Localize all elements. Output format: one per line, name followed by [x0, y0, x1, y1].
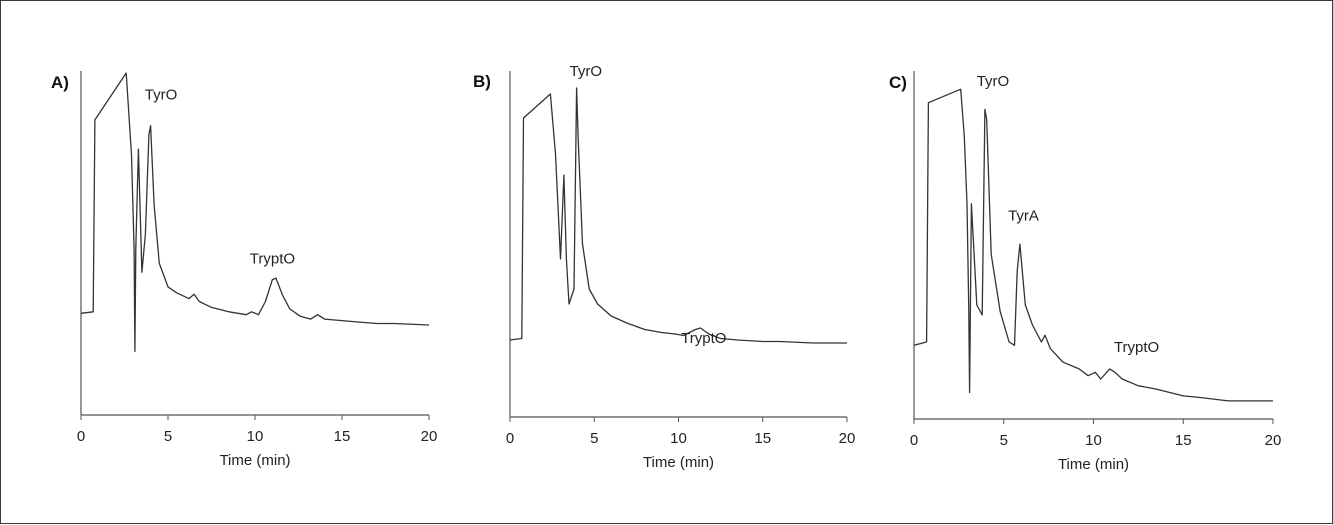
x-tick-label: 5	[1000, 432, 1008, 449]
peak-label: TryptO	[1114, 339, 1159, 356]
x-tick-label: 10	[1085, 432, 1102, 449]
x-tick-label: 5	[590, 430, 598, 447]
chart-panel-1: A) 0 5 10 15 20 Time (min) TyrO TryptO	[51, 71, 437, 469]
chromatogram-trace	[509, 87, 847, 344]
panel-label: A)	[51, 73, 69, 92]
x-axis-label: Time (min)	[1058, 456, 1129, 473]
x-tick-label: 0	[506, 430, 514, 447]
panel-label: B)	[473, 72, 491, 91]
x-tick-label: 0	[910, 432, 918, 449]
peak-label: TyrA	[1008, 208, 1039, 225]
panel-label: C)	[889, 73, 907, 92]
x-tick-label: 0	[77, 428, 85, 445]
x-tick-label: 20	[839, 430, 856, 447]
chromatogram-trace	[913, 88, 1273, 402]
peak-label: TryptO	[250, 250, 295, 267]
x-axis-label: Time (min)	[219, 452, 290, 469]
peak-label: TyrO	[977, 73, 1010, 90]
x-tick-label: 15	[754, 430, 771, 447]
x-tick-label: 20	[421, 428, 438, 445]
peak-label: TyrO	[570, 63, 603, 80]
x-tick-label: 10	[247, 428, 264, 445]
x-tick-label: 15	[1175, 432, 1192, 449]
peak-label: TryptO	[681, 330, 726, 347]
x-tick-label: 20	[1265, 432, 1282, 449]
peak-label: TyrO	[145, 86, 178, 103]
chart-panel-2: B) 0 5 10 15 20 Time (min) TyrO TryptO	[473, 63, 855, 471]
x-axis-label: Time (min)	[643, 454, 714, 471]
x-tick-label: 10	[670, 430, 687, 447]
x-tick-label: 5	[164, 428, 172, 445]
chart-panel-3: C) 0 5 10 15 20 Time (min) TyrO TyrA TryptO	[889, 71, 1281, 473]
x-tick-label: 15	[334, 428, 351, 445]
chromatogram-trace	[80, 72, 430, 353]
